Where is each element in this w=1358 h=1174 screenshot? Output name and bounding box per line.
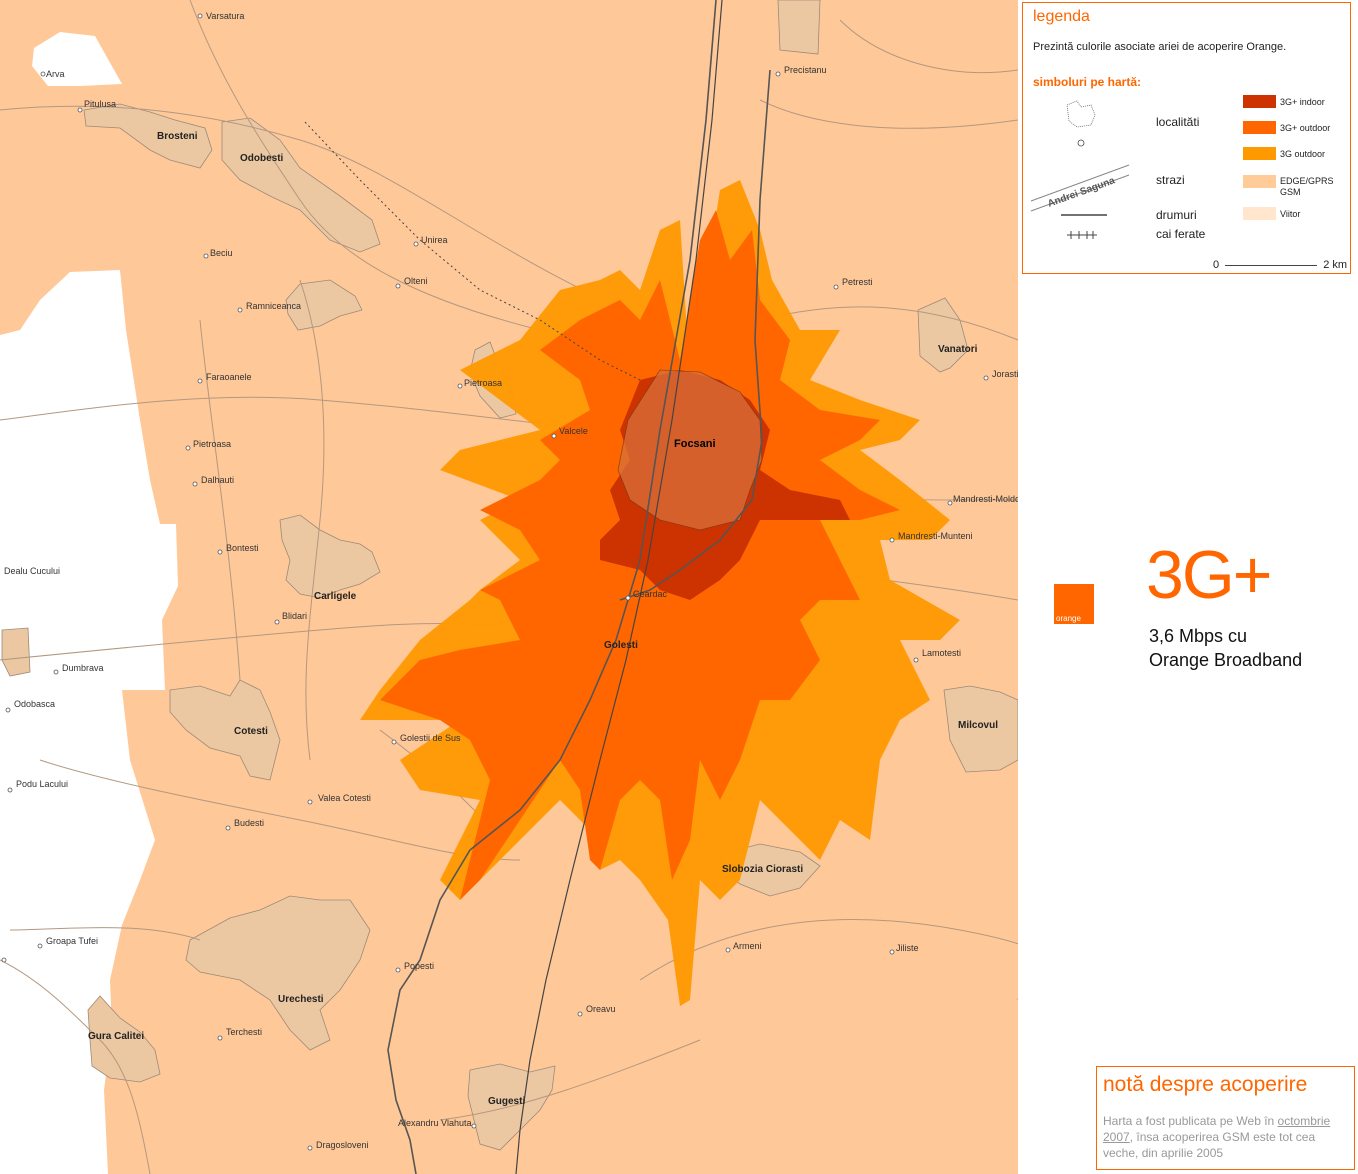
label-jorasti: Jorasti xyxy=(992,369,1018,379)
legend-panel: legenda Prezintă culorile asociate ariei… xyxy=(1022,2,1351,274)
label-pietroasa-1: Pietroasa xyxy=(464,378,502,388)
label-alexandru-vlahuta: Alexandru Vlahuta xyxy=(398,1118,472,1128)
label-golesti: Golesti xyxy=(604,640,638,651)
label-podu-lacului: Podu Lacului xyxy=(16,779,68,789)
promo-line-2: Orange Broadband xyxy=(1149,650,1303,670)
label-varsatura: Varsatura xyxy=(206,11,244,21)
label-dalhauti: Dalhauti xyxy=(201,475,234,485)
label-gsm: GSM xyxy=(1280,187,1301,197)
label-ramniceanca: Ramniceanca xyxy=(246,301,301,311)
label-valea-cotesti: Valea Cotesti xyxy=(318,793,371,803)
label-cotesti: Cotesti xyxy=(234,726,268,737)
legend-symbols-title: simboluri pe hartă: xyxy=(1033,75,1142,89)
label-brosteni: Brosteni xyxy=(157,131,198,142)
label-edge-gprs: EDGE/GPRS xyxy=(1280,176,1334,186)
scale-bar: 0 2 km xyxy=(1213,259,1347,271)
map-labels: Focsani Odobesti Brosteni Carligele Gole… xyxy=(4,11,1018,1150)
orange-logo-text: orange xyxy=(1056,614,1081,623)
label-mandresti-munteni: Mandresti-Munteni xyxy=(898,531,973,541)
orange-logo[interactable]: orange xyxy=(1054,584,1094,624)
headline-3g-plus: 3G+ xyxy=(1146,537,1272,613)
place-markers xyxy=(1,13,989,1151)
label-dumbrava: Dumbrava xyxy=(62,663,104,673)
label-pitulusa: Pitulusa xyxy=(84,99,116,109)
note-body: Harta a fost publicata pe Web în octombr… xyxy=(1103,1113,1353,1161)
label-olteni: Olteni xyxy=(404,276,428,286)
coverage-map-canvas: Focsani Odobesti Brosteni Carligele Gole… xyxy=(0,0,1018,1174)
promo-line-1: 3,6 Mbps cu xyxy=(1149,626,1248,646)
label-gugesti: Gugesti xyxy=(488,1096,525,1107)
label-golestii-de-sus: Golestii de Sus xyxy=(400,733,461,743)
label-valcele: Valcele xyxy=(559,426,588,436)
label-dealu-cucului: Dealu Cucului xyxy=(4,566,60,576)
legend-localities-label: localităti xyxy=(1156,115,1200,129)
scale-line xyxy=(1225,264,1318,266)
note-text-before: Harta a fost publicata pe Web în xyxy=(1103,1114,1278,1128)
swatch-viitor xyxy=(1243,207,1276,220)
label-terchesti: Terchesti xyxy=(226,1027,262,1037)
swatch-3g-plus-outdoor xyxy=(1243,121,1276,134)
note-title: notă despre acoperire xyxy=(1103,1073,1308,1096)
label-popesti: Popesti xyxy=(404,961,434,971)
label-ceardac: Ceardac xyxy=(633,589,668,599)
label-milcovul: Milcovul xyxy=(958,720,998,731)
streets-layer xyxy=(0,0,1018,1174)
label-viitor: Viitor xyxy=(1280,209,1301,219)
label-beciu: Beciu xyxy=(210,248,233,258)
label-jiliste: Jiliste xyxy=(896,943,919,953)
street-symbol-icon: Andrei Saguna xyxy=(1030,164,1130,239)
locality-symbol-icon xyxy=(1066,100,1096,147)
label-faraoanele: Faraoanele xyxy=(206,372,252,382)
swatch-3g-plus-indoor xyxy=(1243,95,1276,108)
label-gura-calitei: Gura Calitei xyxy=(88,1031,144,1042)
scale-end: 2 km xyxy=(1323,259,1348,271)
label-carligele: Carligele xyxy=(314,591,357,602)
label-groapa-tufei: Groapa Tufei xyxy=(46,936,98,946)
coverage-note-panel: notă despre acoperire Harta a fost publi… xyxy=(1096,1066,1355,1170)
label-arva: Arva xyxy=(46,69,65,79)
no-coverage-areas xyxy=(0,32,178,1174)
label-bontesti: Bontesti xyxy=(226,543,259,553)
label-odobasca: Odobasca xyxy=(14,699,55,709)
street-sample-text: Andrei Saguna xyxy=(1046,175,1116,210)
label-odobesti: Odobesti xyxy=(240,153,284,164)
roads-layer xyxy=(304,0,771,1174)
legend-roads-label: drumuri xyxy=(1156,208,1197,222)
label-focsani: Focsani xyxy=(674,438,716,450)
swatch-edge-gsm xyxy=(1243,175,1276,188)
label-precistanu: Precistanu xyxy=(784,65,827,75)
scale-start: 0 xyxy=(1213,259,1220,271)
legend-railways-label: cai ferate xyxy=(1156,227,1206,241)
label-unirea: Unirea xyxy=(421,235,448,245)
label-armeni: Armeni xyxy=(733,941,762,951)
note-date-link[interactable]: octombrie 2007 xyxy=(1103,1114,1331,1144)
note-text-after: , însa acoperirea GSM este tot cea veche… xyxy=(1103,1130,1316,1160)
label-3g-plus-indoor: 3G+ indoor xyxy=(1280,97,1325,107)
label-dragosloveni: Dragosloveni xyxy=(316,1140,369,1150)
label-mandresti-moldova: Mandresti-Moldova xyxy=(953,494,1018,504)
label-pietroasa-2: Pietroasa xyxy=(193,439,231,449)
legend-description: Prezintă culorile asociate ariei de acop… xyxy=(1033,41,1287,53)
label-3g-plus-outdoor: 3G+ outdoor xyxy=(1280,123,1331,133)
coverage-map[interactable]: Focsani Odobesti Brosteni Carligele Gole… xyxy=(0,0,1018,1174)
focsani-urban-area xyxy=(617,369,763,531)
swatch-3g-outdoor xyxy=(1243,147,1276,160)
label-vanatori: Vanatori xyxy=(938,344,978,355)
label-budesti: Budesti xyxy=(234,818,264,828)
label-oreavu: Oreavu xyxy=(586,1004,616,1014)
legend-title: legenda xyxy=(1033,8,1090,25)
legend-streets-label: strazi xyxy=(1156,173,1185,187)
label-slobozia-ciorasti: Slobozia Ciorasti xyxy=(722,864,803,875)
label-blidari: Blidari xyxy=(282,611,307,621)
label-3g-outdoor: 3G outdoor xyxy=(1280,149,1326,159)
label-urechesti: Urechesti xyxy=(278,994,324,1005)
label-lamotesti: Lamotesti xyxy=(922,648,961,658)
label-petresti: Petresti xyxy=(842,277,873,287)
